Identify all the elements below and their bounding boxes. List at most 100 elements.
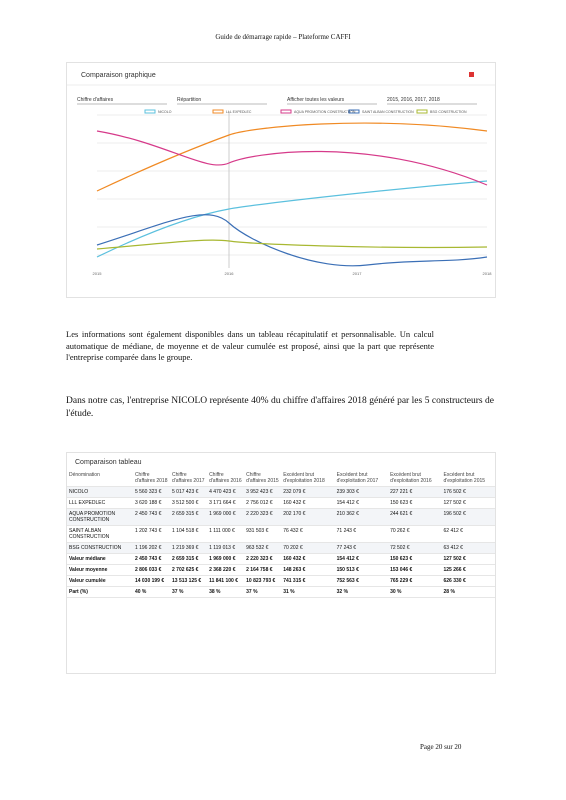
column-header: Chiffre d'affaires 2016 [207, 470, 245, 487]
row-label: NICOLO [67, 486, 133, 498]
row-label: BSG CONSTRUCTION [67, 542, 133, 554]
row-label: Valeur cumulée [67, 575, 133, 587]
cell: 765 229 € [388, 575, 442, 587]
table-row: Valeur médiane 2 450 743 €2 659 315 €1 96… [67, 553, 495, 565]
cell: 14 030 199 € [132, 575, 170, 587]
cell: 148 263 € [281, 564, 335, 576]
cell: 77 243 € [334, 542, 389, 554]
selector: Répartition [177, 97, 201, 103]
cell: 1 969 000 € [207, 553, 245, 565]
cell: 741 315 € [281, 575, 335, 587]
cell: 176 502 € [441, 486, 495, 498]
cell: 1 196 202 € [132, 542, 170, 554]
cell: 70 202 € [281, 542, 335, 554]
cell: 2 164 758 € [244, 564, 282, 576]
cell: 125 266 € [441, 564, 495, 576]
table-row: Valeur moyenne 2 806 033 €2 702 625 €2 36… [67, 564, 495, 576]
cell: 3 620 188 € [132, 497, 170, 509]
cell: 150 513 € [334, 564, 389, 576]
cell: 196 502 € [441, 508, 495, 526]
selector: Chiffre d'affaires [77, 97, 114, 103]
legend-label: BSG CONSTRUCTION [430, 110, 467, 114]
cell: 38 % [207, 586, 245, 598]
cell: 5 560 323 € [132, 486, 170, 498]
legend-label: SAINT ALBAN CONSTRUCTION [362, 110, 414, 114]
table-title: Comparaison tableau [75, 459, 142, 466]
legend-swatch [280, 109, 292, 114]
column-header: Chiffre d'affaires 2017 [170, 470, 208, 487]
paragraph: Dans notre cas, l'entreprise NICOLO repr… [66, 396, 494, 419]
cell: 153 046 € [388, 564, 442, 576]
cell: 2 659 315 € [170, 553, 208, 565]
cell: 963 532 € [244, 542, 282, 554]
cell: 1 104 518 € [170, 525, 208, 543]
cell: 1 119 013 € [207, 542, 245, 554]
table-row: SAINT ALBAN CONSTRUCTION 1 202 743 €1 104… [67, 525, 495, 543]
column-header: Excédent brut d'exploitation 2016 [388, 470, 442, 487]
cell: 3 171 664 € [207, 497, 245, 509]
export-icon[interactable] [469, 72, 474, 77]
column-header: Excédent brut d'exploitation 2015 [441, 470, 495, 487]
table-row: Part (%) 40 % 37 % 38 % 37 % 31 % 32 % 30 % 28 % [67, 586, 495, 598]
x-label: 2018 [483, 271, 493, 276]
column-header: Chiffre d'affaires 2015 [244, 470, 282, 487]
cell: 1 111 000 € [207, 525, 245, 543]
cell: 28 % [441, 586, 495, 598]
cell: 76 432 € [281, 525, 335, 543]
cell: 1 219 369 € [170, 542, 208, 554]
cell: 239 303 € [334, 486, 389, 498]
series-line [96, 130, 488, 186]
graph: Comparaison graphique Chiffre d'affaires… [67, 72, 495, 276]
legend-swatch [212, 109, 224, 114]
cell: 5 017 423 € [170, 486, 208, 498]
cell: 11 841 100 € [207, 575, 245, 587]
cell: 70 262 € [388, 525, 442, 543]
cell: 72 502 € [388, 542, 442, 554]
cell: 1 969 000 € [207, 508, 245, 526]
column-header: Excédent brut d'exploitation 2018 [281, 470, 335, 487]
x-label: 2015 [93, 271, 103, 276]
cell: 2 756 012 € [244, 497, 282, 509]
cell: 626 330 € [441, 575, 495, 587]
cell: 154 412 € [334, 497, 389, 509]
footer: Page 20 sur 20 [420, 743, 462, 751]
cell: 4 470 423 € [207, 486, 245, 498]
cell: 2 806 033 € [132, 564, 170, 576]
row-label: Valeur médiane [67, 553, 133, 565]
legend-label: LLL EXPEDLEC [226, 110, 252, 114]
cell: 37 % [170, 586, 208, 598]
cell: 227 221 € [388, 486, 442, 498]
cell: 71 243 € [334, 525, 389, 543]
row-label: LLL EXPEDLEC [67, 497, 133, 509]
series-line [96, 239, 488, 250]
legend-label: AQUA PROMOTION CONSTRUCTION [294, 110, 356, 114]
cell: 30 % [388, 586, 442, 598]
cell: 202 170 € [281, 508, 335, 526]
cell: 232 079 € [281, 486, 335, 498]
cell: 63 412 € [441, 542, 495, 554]
table-panel: Comparaison tableau Dénomination Chiffre … [66, 452, 496, 674]
legend-swatch [416, 109, 428, 114]
series-line [96, 180, 488, 258]
cell: 244 621 € [388, 508, 442, 526]
cell: 150 623 € [388, 553, 442, 565]
cell: 3 512 500 € [170, 497, 208, 509]
selector: 2015, 2016, 2017, 2018 [387, 97, 440, 103]
column-header: Excédent brut d'exploitation 2017 [334, 470, 389, 487]
cell: 150 623 € [388, 497, 442, 509]
graph-title: Comparaison graphique [81, 72, 156, 79]
cell: 154 412 € [334, 553, 389, 565]
cell: 2 368 220 € [207, 564, 245, 576]
cell: 210 362 € [334, 508, 389, 526]
cell: 2 220 323 € [244, 553, 282, 565]
selector: Afficher toutes les valeurs [287, 97, 345, 103]
graph-panel: Comparaison graphique Chiffre d'affaires… [66, 62, 496, 298]
grid [97, 114, 487, 256]
legend-swatch [348, 109, 360, 114]
cell: 931 503 € [244, 525, 282, 543]
row-label: AQUA PROMOTION CONSTRUCTION [67, 508, 133, 526]
cell: 752 563 € [334, 575, 389, 587]
x-label: 2017 [353, 271, 363, 276]
header: Guide de démarrage rapide – Plateforme C… [215, 33, 351, 41]
